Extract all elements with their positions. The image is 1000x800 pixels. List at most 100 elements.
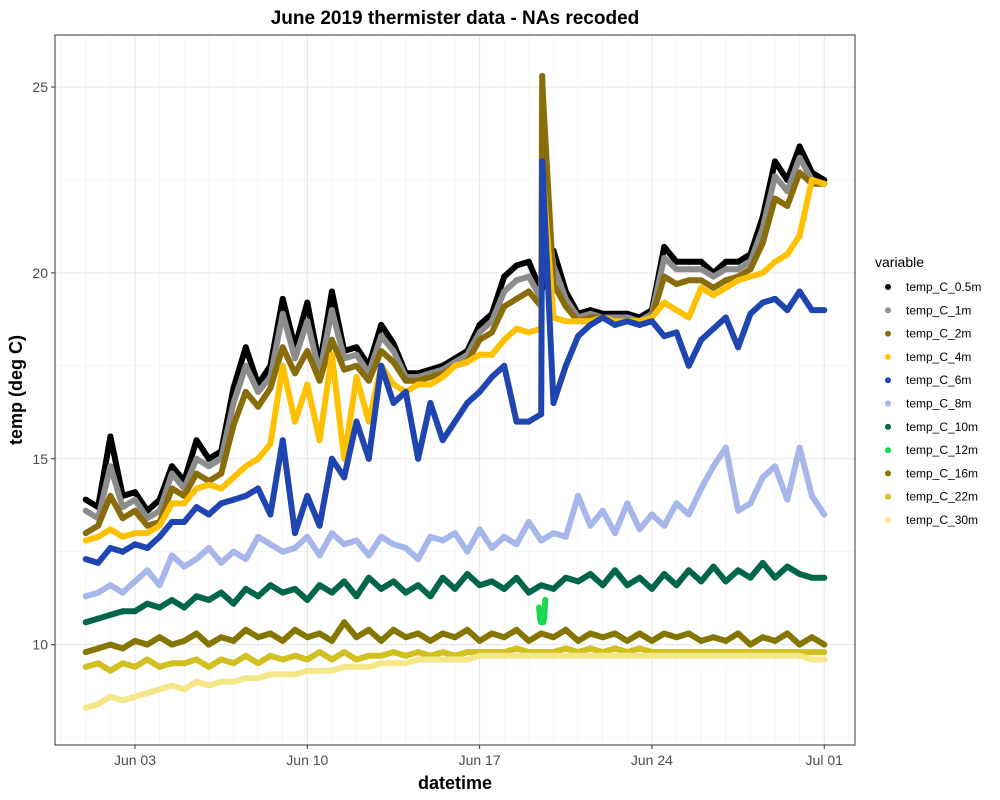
data-point-temp-c-8m xyxy=(304,533,311,540)
data-point-temp-c-8m xyxy=(587,522,594,529)
data-point-temp-c-4m xyxy=(513,325,520,332)
data-point-temp-c-10m xyxy=(353,593,360,600)
data-point-temp-c-8m xyxy=(562,533,569,540)
data-point-temp-c-6m xyxy=(673,329,680,336)
data-point-temp-c-6m xyxy=(747,310,754,317)
data-point-temp-c-10m xyxy=(402,589,409,596)
data-point-temp-c-30m xyxy=(452,656,458,663)
data-point-temp-c-1m xyxy=(279,310,286,317)
legend: variable temp_C_0.5m temp_C_1m temp_C_2mte… xyxy=(875,254,981,527)
data-point-temp-c-0-5m xyxy=(513,262,520,269)
data-point-temp-c-2m xyxy=(255,403,262,410)
data-point-temp-c-10m xyxy=(255,593,262,600)
data-point-temp-c-8m xyxy=(205,545,212,551)
data-point-temp-c-6m xyxy=(292,530,298,537)
data-point-temp-c-10m xyxy=(304,597,311,603)
legend-label: temp_C_2m xyxy=(906,327,971,341)
data-point-temp-c-10m xyxy=(476,582,483,589)
data-point-temp-c-22m xyxy=(378,652,385,659)
data-point-temp-c-16m xyxy=(612,630,618,637)
data-point-temp-c-8m xyxy=(119,589,126,596)
data-point-temp-c-8m xyxy=(95,589,102,596)
data-point-temp-c-6m xyxy=(796,288,803,295)
data-point-temp-c-0-5m xyxy=(107,433,114,440)
data-point-temp-c-4m xyxy=(82,537,89,544)
data-point-temp-c-0-5m xyxy=(796,143,803,150)
data-point-temp-c-2m xyxy=(513,295,520,302)
data-point-temp-c-6m xyxy=(378,362,385,369)
data-point-temp-c-4m xyxy=(562,318,569,325)
data-point-temp-c-1m xyxy=(132,496,138,503)
data-point-temp-c-2m xyxy=(488,329,495,336)
data-point-temp-c-2m xyxy=(279,344,286,351)
data-point-temp-c-2m xyxy=(316,377,323,384)
data-point-temp-c-4m xyxy=(784,251,791,258)
data-point-temp-c-22m xyxy=(415,649,422,656)
data-point-temp-c-10m xyxy=(587,571,594,577)
data-point-temp-c-8m xyxy=(784,496,791,503)
data-point-temp-c-4m xyxy=(390,381,397,388)
legend-item-temp-c-4m: temp_C_4m xyxy=(885,350,971,364)
data-point-temp-c-10m xyxy=(796,571,803,577)
data-point-temp-c-10m xyxy=(328,589,335,596)
data-point-temp-c-6m xyxy=(415,455,422,462)
data-point-temp-c-16m xyxy=(316,630,323,637)
data-point-temp-c-0-5m xyxy=(501,273,508,280)
data-point-temp-c-1m xyxy=(390,348,397,354)
data-point-temp-c-6m xyxy=(759,299,766,306)
data-point-temp-c-4m xyxy=(735,277,742,284)
data-point-temp-c-8m xyxy=(218,559,225,566)
data-point-temp-c-10m xyxy=(193,593,200,600)
data-point-temp-c-8m xyxy=(193,556,200,563)
data-point-temp-c-0-5m xyxy=(205,455,212,462)
data-point-temp-c-8m xyxy=(255,533,262,540)
data-point-temp-c-10m xyxy=(378,585,385,592)
data-point-temp-c-16m xyxy=(562,626,569,633)
data-point-temp-c-8m xyxy=(796,444,803,451)
data-point-temp-c-8m xyxy=(156,582,163,589)
data-point-temp-c-8m xyxy=(685,511,692,518)
series-temp-c-16m xyxy=(82,619,828,656)
data-point-temp-c-16m xyxy=(710,634,717,641)
data-point-temp-c-8m xyxy=(464,548,471,555)
data-point-temp-c-10m xyxy=(181,604,188,611)
data-point-temp-c-22m xyxy=(292,652,298,659)
data-point-temp-c-6m xyxy=(661,333,668,340)
data-point-temp-c-8m xyxy=(501,533,508,540)
data-point-temp-c-4m xyxy=(415,381,422,388)
data-point-temp-c-22m xyxy=(95,660,102,667)
data-point-temp-c-4m xyxy=(821,180,828,187)
legend-item-temp-c-10m: temp_C_10m xyxy=(885,420,978,434)
data-point-temp-c-22m xyxy=(304,656,311,663)
data-point-temp-c-4m xyxy=(292,418,298,425)
legend-label: temp_C_16m xyxy=(906,466,978,480)
data-point-temp-c-16m xyxy=(476,637,483,644)
data-point-temp-c-6m xyxy=(525,418,532,425)
data-point-temp-c-6m xyxy=(242,492,249,499)
data-point-temp-c-12m xyxy=(541,615,548,622)
data-point-temp-c-16m xyxy=(772,637,778,644)
data-point-temp-c-8m xyxy=(279,548,286,555)
data-point-temp-c-30m xyxy=(772,652,778,659)
data-point-temp-c-6m xyxy=(452,418,458,425)
data-point-temp-c-2m xyxy=(698,277,705,284)
data-point-temp-c-0-5m xyxy=(661,243,668,250)
data-point-temp-c-4m xyxy=(772,258,778,265)
data-point-temp-c-16m xyxy=(513,626,520,633)
data-point-temp-c-10m xyxy=(661,571,668,577)
data-point-temp-c-1m xyxy=(328,307,335,314)
data-point-temp-c-16m xyxy=(439,630,446,637)
data-point-temp-c-10m xyxy=(95,615,102,622)
data-point-temp-c-6m xyxy=(685,362,692,369)
data-point-temp-c-4m xyxy=(205,481,212,488)
data-point-temp-c-10m xyxy=(390,578,397,585)
data-point-temp-c-4m xyxy=(193,485,200,492)
data-point-temp-c-4m xyxy=(316,437,323,444)
data-point-temp-c-30m xyxy=(95,701,102,708)
data-point-temp-c-6m xyxy=(735,344,742,351)
data-point-temp-c-22m xyxy=(156,663,163,670)
legend-item-temp-c-2m: temp_C_2m xyxy=(885,327,971,341)
data-point-temp-c-16m xyxy=(821,641,828,648)
data-point-temp-c-22m xyxy=(242,652,249,659)
data-point-temp-c-0-5m xyxy=(735,258,742,265)
